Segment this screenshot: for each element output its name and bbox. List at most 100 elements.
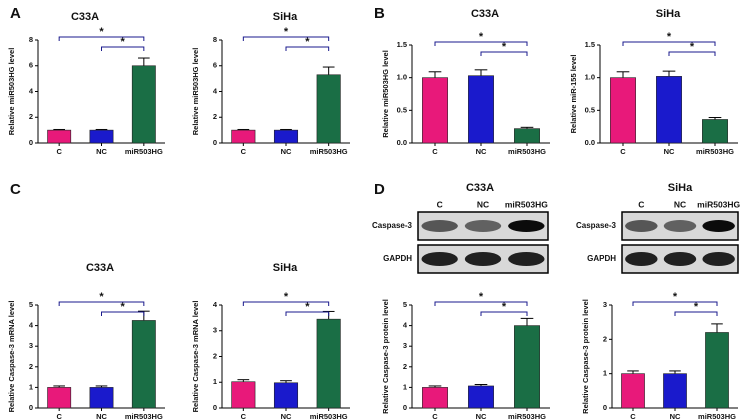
significance-bracket <box>242 301 330 306</box>
y-tick-label: 3 <box>403 341 407 350</box>
x-tick-label: miR503HG <box>698 412 736 420</box>
bar <box>656 76 682 144</box>
y-tick-label: 2 <box>213 351 217 360</box>
bar <box>702 119 728 144</box>
x-tick-label: NC <box>96 147 107 156</box>
lane-label: C <box>638 199 644 209</box>
x-tick-label: NC <box>96 412 107 420</box>
bar <box>47 387 72 409</box>
y-tick-label: 1 <box>29 382 33 391</box>
significance-label: * <box>99 26 104 38</box>
y-tick-label: 4 <box>213 86 218 95</box>
y-tick-label: 0.5 <box>397 105 407 114</box>
bar <box>131 65 156 144</box>
x-tick-label: NC <box>476 147 487 156</box>
y-axis-label: Relative miR503HG level <box>7 48 16 136</box>
y-axis-label: Relative Caspase-3 protein level <box>381 299 390 414</box>
significance-label: * <box>99 291 104 303</box>
significance-label: * <box>305 36 310 48</box>
bar <box>468 75 494 144</box>
y-tick-label: 1 <box>213 377 217 386</box>
y-tick-label: 4 <box>29 321 34 330</box>
significance-bracket <box>434 41 528 46</box>
significance-bracket <box>101 46 145 51</box>
y-tick-label: 4 <box>213 300 218 309</box>
x-tick-label: miR503HG <box>310 412 348 420</box>
y-tick-label: 2 <box>213 112 217 121</box>
y-tick-label: 0.0 <box>397 138 407 147</box>
y-tick-label: 0.0 <box>585 138 595 147</box>
lane-label: miR503HG <box>505 199 548 209</box>
significance-label: * <box>479 291 484 303</box>
bar <box>89 129 114 144</box>
significance-label: * <box>667 31 672 43</box>
significance-bracket <box>101 311 145 316</box>
bar <box>468 385 494 409</box>
bar <box>231 381 256 409</box>
y-axis-label: Relative Caspase-3 mRNA level <box>7 301 16 413</box>
significance-bracket <box>285 46 330 51</box>
y-tick-label: 3 <box>213 326 217 335</box>
panel-label: C <box>10 181 21 198</box>
lane-label: C <box>437 199 443 209</box>
significance-label: * <box>694 301 699 313</box>
blot-band <box>625 220 658 232</box>
blot-band <box>702 252 735 266</box>
y-tick-label: 4 <box>29 86 34 95</box>
x-tick-label: C <box>432 412 438 420</box>
blot-band <box>421 252 458 266</box>
blot-band <box>625 252 658 266</box>
x-tick-label: C <box>241 412 247 420</box>
bar <box>47 129 72 144</box>
y-tick-label: 0 <box>213 403 217 412</box>
significance-bracket <box>480 311 528 316</box>
significance-bracket <box>668 51 716 56</box>
bar <box>273 129 299 144</box>
bar <box>663 373 687 409</box>
significance-label: * <box>305 301 310 313</box>
blot-band <box>663 252 697 266</box>
y-tick-label: 2 <box>403 362 407 371</box>
y-tick-label: 2 <box>29 112 33 121</box>
x-tick-label: C <box>630 412 636 420</box>
chart-title: SiHa <box>273 11 298 23</box>
significance-bracket <box>622 41 716 46</box>
bar <box>514 128 540 144</box>
y-tick-label: 1.0 <box>585 73 595 82</box>
y-tick-label: 0.5 <box>585 105 595 114</box>
x-tick-label: NC <box>281 147 292 156</box>
x-tick-label: C <box>56 147 62 156</box>
chart-title: C33A <box>471 8 499 20</box>
significance-bracket <box>285 311 330 316</box>
significance-bracket <box>58 36 145 41</box>
x-tick-label: NC <box>664 147 675 156</box>
x-tick-label: miR503HG <box>125 412 163 420</box>
significance-bracket <box>434 301 528 306</box>
y-tick-label: 5 <box>403 300 407 309</box>
significance-label: * <box>673 291 678 303</box>
panel-label: B <box>374 5 385 22</box>
significance-label: * <box>121 36 126 48</box>
blot-band <box>464 220 502 232</box>
x-tick-label: miR503HG <box>508 147 546 156</box>
significance-label: * <box>284 291 289 303</box>
y-tick-label: 8 <box>29 35 33 44</box>
y-tick-label: 5 <box>29 300 33 309</box>
y-tick-label: 4 <box>403 321 408 330</box>
y-axis-label: Relative Caspase-3 protein level <box>581 299 590 414</box>
bar <box>514 325 540 409</box>
bar <box>316 74 341 144</box>
y-tick-label: 6 <box>213 61 217 70</box>
blot-label: Caspase-3 <box>372 221 413 230</box>
y-tick-label: 1.5 <box>397 40 407 49</box>
x-tick-label: C <box>620 147 626 156</box>
y-tick-label: 2 <box>29 362 33 371</box>
blot-label: GAPDH <box>383 254 412 263</box>
x-tick-label: miR503HG <box>125 147 163 156</box>
lane-label: miR503HG <box>697 199 740 209</box>
y-tick-label: 1.0 <box>397 73 407 82</box>
significance-label: * <box>502 41 507 53</box>
y-axis-label: Relative miR503HG level <box>191 48 200 136</box>
panel-label: D <box>374 181 385 198</box>
x-tick-label: miR503HG <box>696 147 734 156</box>
